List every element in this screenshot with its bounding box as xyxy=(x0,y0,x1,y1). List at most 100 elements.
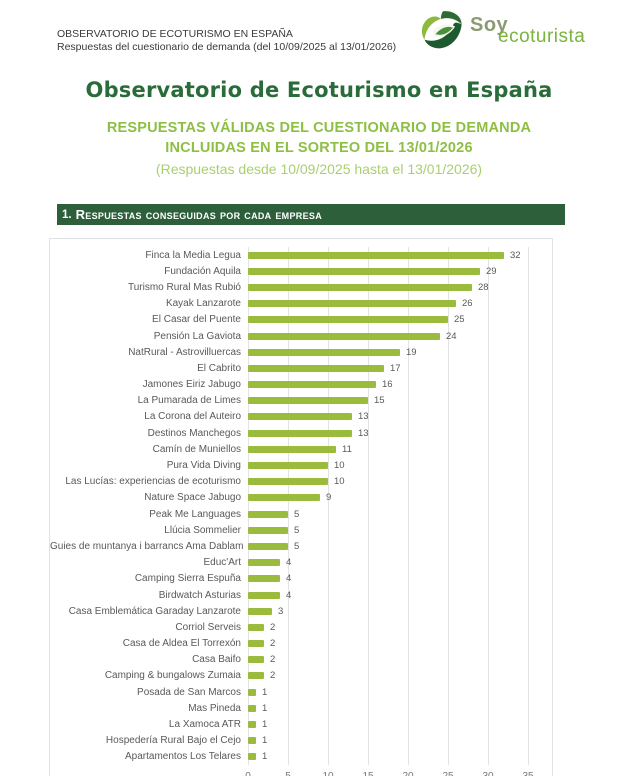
value-label: 29 xyxy=(486,265,497,277)
row-plot: 24 xyxy=(248,328,457,344)
chart-row: Camping Sierra Espuña 4 xyxy=(50,571,552,587)
leaf-swirl-icon xyxy=(418,8,466,56)
page-header: OBSERVATORIO DE ECOTURISMO EN ESPAÑA Res… xyxy=(0,0,638,56)
value-label: 5 xyxy=(294,524,300,536)
chart-row: Mas Pineda 1 xyxy=(50,700,552,716)
category-label: La Xamoca ATR xyxy=(168,719,241,731)
chart-row: Camín de Muniellos 11 xyxy=(50,441,552,457)
bar xyxy=(248,462,328,470)
category-label: Corriol Serveis xyxy=(175,621,241,633)
chart-row: Birdwatch Asturias 4 xyxy=(50,587,552,603)
value-label: 10 xyxy=(334,460,345,472)
value-label: 4 xyxy=(286,573,292,585)
value-label: 13 xyxy=(358,411,369,423)
value-label: 24 xyxy=(446,330,457,342)
bar xyxy=(248,494,320,502)
row-plot: 11 xyxy=(248,441,352,457)
chart-row: La Xamoca ATR 1 xyxy=(50,716,552,732)
chart-plot-area: Finca la Media Legua 32 Fundación Aquila 29… xyxy=(50,247,552,765)
bar xyxy=(248,526,288,534)
bar xyxy=(248,445,336,453)
chart-row: Kayak Lanzarote 26 xyxy=(50,296,552,312)
chart-row: La Pumarada de Limes 15 xyxy=(50,393,552,409)
x-tick-label: 25 xyxy=(442,771,453,776)
row-plot: 13 xyxy=(248,425,369,441)
chart-row: Peak Me Languages 5 xyxy=(50,506,552,522)
value-label: 1 xyxy=(262,702,268,714)
chart-row: Pensión La Gaviota 24 xyxy=(50,328,552,344)
row-plot: 2 xyxy=(248,636,275,652)
row-plot: 28 xyxy=(248,279,489,295)
chart-rows: Finca la Media Legua 32 Fundación Aquila 29… xyxy=(50,247,552,765)
chart-row: El Cabrito 17 xyxy=(50,360,552,376)
category-label: Camín de Muniellos xyxy=(152,443,241,455)
bar xyxy=(248,316,448,324)
value-label: 2 xyxy=(270,670,276,682)
chart-row: Pura Vida Diving 10 xyxy=(50,457,552,473)
bar xyxy=(248,332,440,340)
x-tick-label: 10 xyxy=(322,771,333,776)
row-plot: 15 xyxy=(248,393,385,409)
value-label: 2 xyxy=(270,638,276,650)
row-plot: 5 xyxy=(248,538,299,554)
observatory-heading: OBSERVATORIO DE ECOTURISMO EN ESPAÑA xyxy=(57,28,293,40)
category-label: Kayak Lanzarote xyxy=(165,298,241,310)
bar xyxy=(248,575,280,583)
value-label: 19 xyxy=(406,346,417,358)
row-plot: 32 xyxy=(248,247,521,263)
category-label: Peak Me Languages xyxy=(149,508,241,520)
row-plot: 13 xyxy=(248,409,369,425)
category-label: El Casar del Puente xyxy=(152,314,241,326)
logo-word-ecoturista: ecoturista xyxy=(498,26,586,47)
bar xyxy=(248,283,472,291)
bar xyxy=(248,623,264,631)
row-plot: 29 xyxy=(248,263,497,279)
value-label: 32 xyxy=(510,249,521,261)
value-label: 5 xyxy=(294,540,300,552)
bar xyxy=(248,542,288,550)
category-label: Pura Vida Diving xyxy=(166,460,241,472)
bar xyxy=(248,688,256,696)
bar xyxy=(248,397,368,405)
bar xyxy=(248,300,456,308)
category-label: Casa Baifo xyxy=(192,654,241,666)
chart-row: Corriol Serveis 2 xyxy=(50,619,552,635)
category-label: Nature Space Jabugo xyxy=(144,492,241,504)
chart-row: Camping & bungalows Zumaia 2 xyxy=(50,668,552,684)
value-label: 5 xyxy=(294,508,300,520)
bar-chart: Finca la Media Legua 32 Fundación Aquila 29… xyxy=(49,238,553,776)
value-label: 2 xyxy=(270,621,276,633)
value-label: 1 xyxy=(262,686,268,698)
chart-row: NatRural - Astrovilluercas 19 xyxy=(50,344,552,360)
bar xyxy=(248,381,376,389)
section-title: Respuestas conseguidas por cada empresa xyxy=(75,207,322,222)
bar xyxy=(248,704,256,712)
subtitle-line-1: RESPUESTAS VÁLIDAS DEL CUESTIONARIO DE D… xyxy=(106,120,532,136)
row-plot: 4 xyxy=(248,555,291,571)
value-label: 3 xyxy=(278,605,284,617)
row-plot: 19 xyxy=(248,344,417,360)
row-plot: 2 xyxy=(248,668,275,684)
row-plot: 10 xyxy=(248,457,345,473)
category-label: Hospedería Rural Bajo el Cejo xyxy=(105,735,241,747)
category-label: Destinos Manchegos xyxy=(147,427,241,439)
bar xyxy=(248,348,400,356)
bar xyxy=(248,607,272,615)
category-label: Fundación Aquila xyxy=(164,265,241,277)
bar xyxy=(248,656,264,664)
value-label: 4 xyxy=(286,557,292,569)
questionnaire-subheading: Respuestas del cuestionario de demanda (… xyxy=(57,41,397,53)
category-label: Pensión La Gaviota xyxy=(153,330,241,342)
bar xyxy=(248,721,256,729)
row-plot: 17 xyxy=(248,360,401,376)
category-label: Turismo Rural Mas Rubió xyxy=(128,281,241,293)
section-number: 1. xyxy=(62,208,72,221)
category-label: La Pumarada de Limes xyxy=(137,395,241,407)
soy-ecoturista-logo: Soy ecoturista xyxy=(418,8,588,56)
logo-wordmark: Soy ecoturista xyxy=(470,8,588,56)
chart-row: Llúcia Sommelier 5 xyxy=(50,522,552,538)
chart-row: Las Lucías: experiencias de ecoturismo 10 xyxy=(50,474,552,490)
category-label: Las Lucías: experiencias de ecoturismo xyxy=(65,476,241,488)
category-label: El Cabrito xyxy=(197,362,241,374)
value-label: 1 xyxy=(262,735,268,747)
